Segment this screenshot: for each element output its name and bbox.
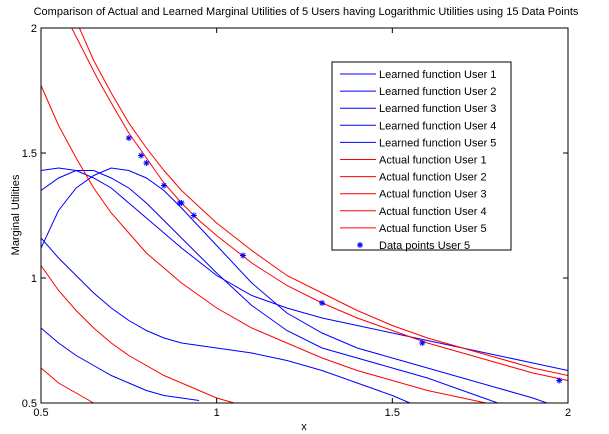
- legend-label-7: Actual function User 2: [379, 172, 487, 184]
- points-layer: [125, 135, 563, 384]
- x-tick-label-4: 2: [565, 407, 571, 419]
- data-point-user-5-9: [319, 300, 326, 306]
- y-tick-label-1: 0.5: [22, 398, 37, 410]
- legend-label-3: Learned function User 3: [379, 103, 496, 115]
- y-tick-label-3: 1.5: [22, 148, 37, 160]
- legend-label-5: Learned function User 5: [379, 137, 496, 149]
- data-point-user-5-10: [419, 340, 426, 346]
- series-line-3: [41, 170, 498, 403]
- data-point-user-5-11: [556, 377, 563, 384]
- legend-label-4: Learned function User 4: [379, 120, 496, 132]
- data-point-user-5-8: [240, 252, 247, 259]
- series-line-2: [41, 167, 549, 403]
- legend-label-10: Actual function User 5: [379, 223, 487, 235]
- series-line-5: [41, 327, 200, 401]
- legend: Learned function User 1 Learned function …: [331, 61, 512, 252]
- y-axis-label: Marginal Utilities: [10, 174, 22, 255]
- data-point-user-5-4: [160, 182, 167, 189]
- legend-label-2: Learned function User 2: [379, 86, 496, 98]
- data-point-user-5-1: [125, 135, 132, 141]
- ticks-layer: 0.5 1 1.5 2 0.5 1 1.5 2: [22, 23, 571, 419]
- legend-label-1: Learned function User 1: [379, 69, 496, 81]
- data-point-user-5-3: [143, 160, 150, 166]
- x-tick-label-2: 1: [214, 407, 220, 419]
- legend-label-8: Actual function User 3: [379, 189, 487, 201]
- series-line-9: [41, 367, 95, 403]
- series-line-7: [41, 85, 489, 403]
- data-point-user-5-7: [190, 212, 197, 219]
- chart-title: Comparison of Actual and Learned Margina…: [34, 6, 579, 18]
- series-line-8: [41, 265, 237, 403]
- series-layer: [41, 28, 568, 403]
- legend-items: Learned function User 1 Learned function …: [340, 69, 496, 252]
- series-line-4: [41, 237, 411, 403]
- y-tick-label-2: 1: [31, 273, 37, 285]
- x-tick-label-1: 0.5: [33, 407, 48, 419]
- legend-marker-11: [357, 242, 363, 248]
- series-line-10: [71, 28, 568, 381]
- legend-label-11: Data points User 5: [379, 240, 470, 252]
- x-axis-label: x: [301, 421, 307, 433]
- legend-box: [331, 61, 512, 251]
- y-tick-label-4: 2: [31, 23, 37, 35]
- legend-label-6: Actual function User 1: [379, 155, 487, 167]
- plot-frame: [40, 27, 569, 404]
- data-point-user-5-2: [138, 152, 145, 159]
- series-line-6: [78, 28, 568, 376]
- data-point-user-5-6: [178, 200, 185, 206]
- x-tick-label-3: 1.5: [385, 407, 400, 419]
- legend-label-9: Actual function User 4: [379, 206, 487, 218]
